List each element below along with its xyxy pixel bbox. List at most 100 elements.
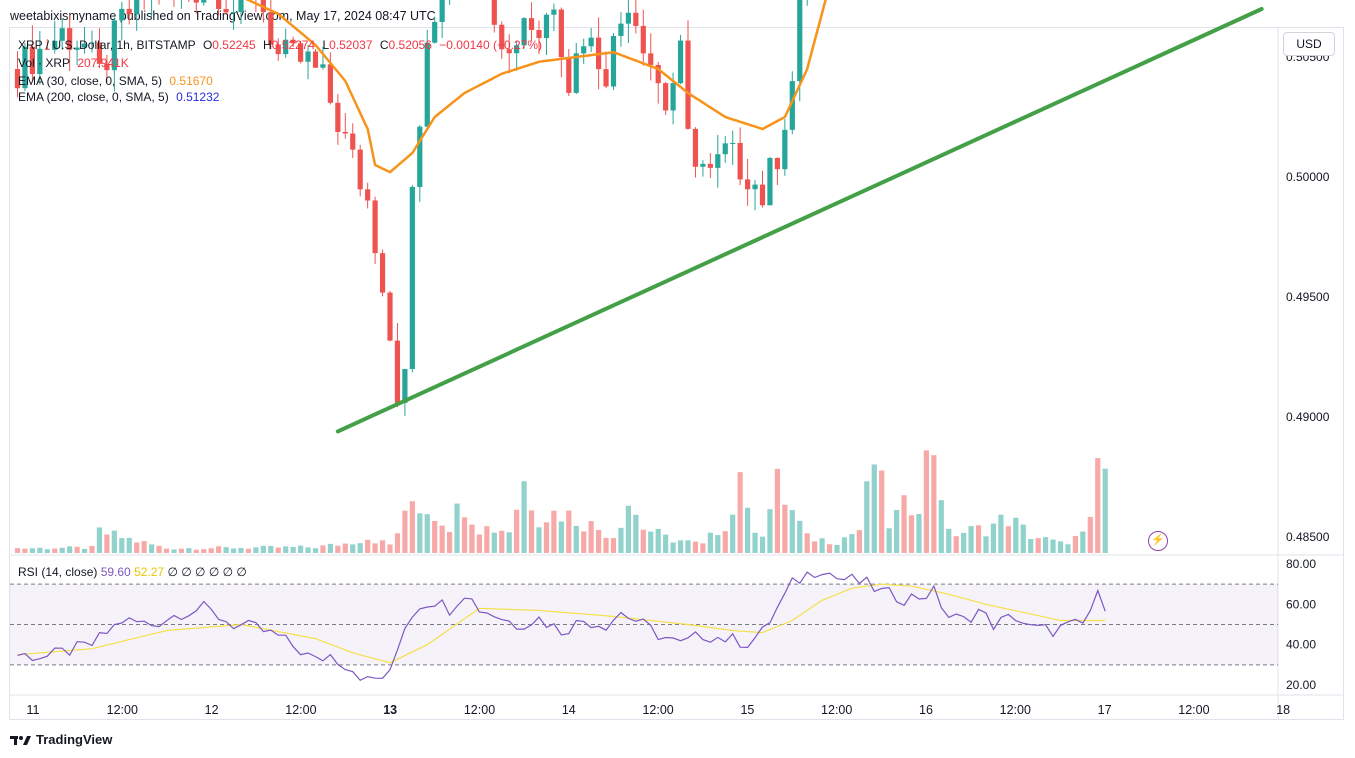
- volume-bar: [81, 548, 88, 553]
- volume-bar: [335, 545, 341, 553]
- volume-bar: [983, 536, 989, 553]
- candle-body: [432, 21, 438, 43]
- volume-bar: [745, 507, 751, 553]
- rsi-axis-label: 20.00: [1286, 678, 1316, 692]
- volume-bar: [424, 514, 430, 553]
- volume-bar: [1102, 468, 1108, 553]
- currency-button[interactable]: USD: [1283, 32, 1335, 56]
- volume-bar: [692, 541, 699, 553]
- volume-value: 207.941K: [77, 56, 129, 70]
- chart-frame: [9, 27, 1344, 720]
- volume-bar: [543, 522, 550, 553]
- candle-body: [96, 42, 103, 64]
- time-axis-label: 12:00: [1178, 703, 1209, 717]
- candle-body: [759, 184, 766, 206]
- volume-bar: [14, 548, 21, 553]
- candle-body: [335, 102, 341, 132]
- candle-body: [566, 57, 572, 93]
- volume-bar: [1065, 544, 1071, 553]
- candle-body: [238, 0, 244, 13]
- volume-bar: [298, 545, 304, 553]
- volume-bar: [320, 545, 326, 553]
- candle-body: [193, 0, 199, 3]
- candle-body: [74, 47, 80, 50]
- volume-bar: [894, 510, 900, 553]
- volume-bar: [797, 520, 803, 553]
- candle-body: [700, 163, 706, 167]
- ema30-value: 0.51670: [169, 74, 213, 88]
- candle-body: [409, 186, 415, 370]
- volume-bar: [245, 548, 252, 553]
- candle-body: [81, 43, 88, 48]
- candle-body: [625, 12, 631, 24]
- volume-bar: [551, 510, 557, 553]
- volume-bar: [908, 515, 915, 553]
- candle-body: [745, 179, 751, 190]
- volume-bar: [528, 510, 535, 553]
- candle-body: [365, 189, 371, 201]
- volume-bar: [37, 547, 43, 553]
- time-axis-label: 11: [27, 703, 40, 717]
- grid-layer: [10, 28, 1343, 720]
- candle-body: [379, 253, 386, 293]
- rsi-line: [17, 571, 1106, 682]
- ema30-label: EMA (30, close, 0, SMA, 5): [18, 74, 163, 88]
- volume-bar: [767, 509, 773, 553]
- lightning-icon[interactable]: ⚡: [1148, 531, 1168, 551]
- tradingview-logo[interactable]: TradingView: [10, 732, 112, 747]
- volume-bar: [104, 534, 110, 553]
- candle-body: [610, 36, 617, 87]
- volume-bar: [59, 547, 65, 553]
- volume-bar: [439, 525, 445, 553]
- candle-body: [89, 42, 95, 44]
- volume-bar: [573, 525, 579, 553]
- volume-bar: [886, 528, 892, 553]
- volume-bar: [975, 525, 982, 553]
- candle-body: [283, 39, 289, 55]
- volume-bar: [1005, 526, 1011, 553]
- volume-bar: [961, 532, 967, 553]
- volume-bar: [387, 544, 393, 553]
- volume-bar: [700, 543, 706, 553]
- volume-bar: [946, 528, 952, 553]
- volume-label: Vol · XRP: [18, 56, 71, 70]
- volume-bar: [990, 523, 997, 553]
- rsi-axis-label: 40.00: [1286, 638, 1316, 652]
- axes: 0.515000.510000.505000.500000.495000.490…: [27, 50, 1330, 717]
- candle-body: [320, 64, 326, 68]
- ohlc-values: O0.52245 H0.52274 L0.52037 C0.52056 −0.0…: [203, 38, 546, 52]
- candle-body: [588, 37, 594, 47]
- volume-bar: [722, 531, 728, 553]
- candle-body: [730, 142, 736, 144]
- candle-body: [44, 48, 50, 50]
- change-value: −0.00140 (−0.27%): [439, 38, 543, 52]
- volume-bar: [126, 537, 132, 553]
- candle-body: [104, 63, 110, 71]
- candle-body: [67, 28, 73, 50]
- time-axis-label: 15: [740, 703, 754, 717]
- volume-bar: [864, 481, 870, 553]
- volume-bar: [655, 528, 661, 553]
- volume-bar: [163, 548, 170, 553]
- candle-body: [521, 18, 527, 46]
- time-axis-label: 16: [919, 703, 933, 717]
- volume-bar: [52, 548, 58, 553]
- volume-bar: [230, 548, 237, 553]
- price-axis-label: 0.49000: [1286, 410, 1330, 424]
- volume-bar: [29, 548, 35, 553]
- time-axis-label: 13: [383, 703, 397, 717]
- volume-bar: [275, 547, 281, 553]
- volume-bar: [730, 514, 736, 553]
- candle-body: [327, 64, 333, 103]
- close-label: C: [379, 38, 389, 52]
- volume-bar: [685, 540, 691, 553]
- volume-bar: [372, 543, 378, 553]
- volume-bar: [365, 539, 371, 553]
- volume-bar: [208, 548, 214, 553]
- volume-bar: [998, 514, 1004, 553]
- candles: [14, 0, 808, 416]
- time-axis-label: 12:00: [642, 703, 673, 717]
- volume-bar: [819, 538, 825, 553]
- open-label: O: [202, 38, 213, 52]
